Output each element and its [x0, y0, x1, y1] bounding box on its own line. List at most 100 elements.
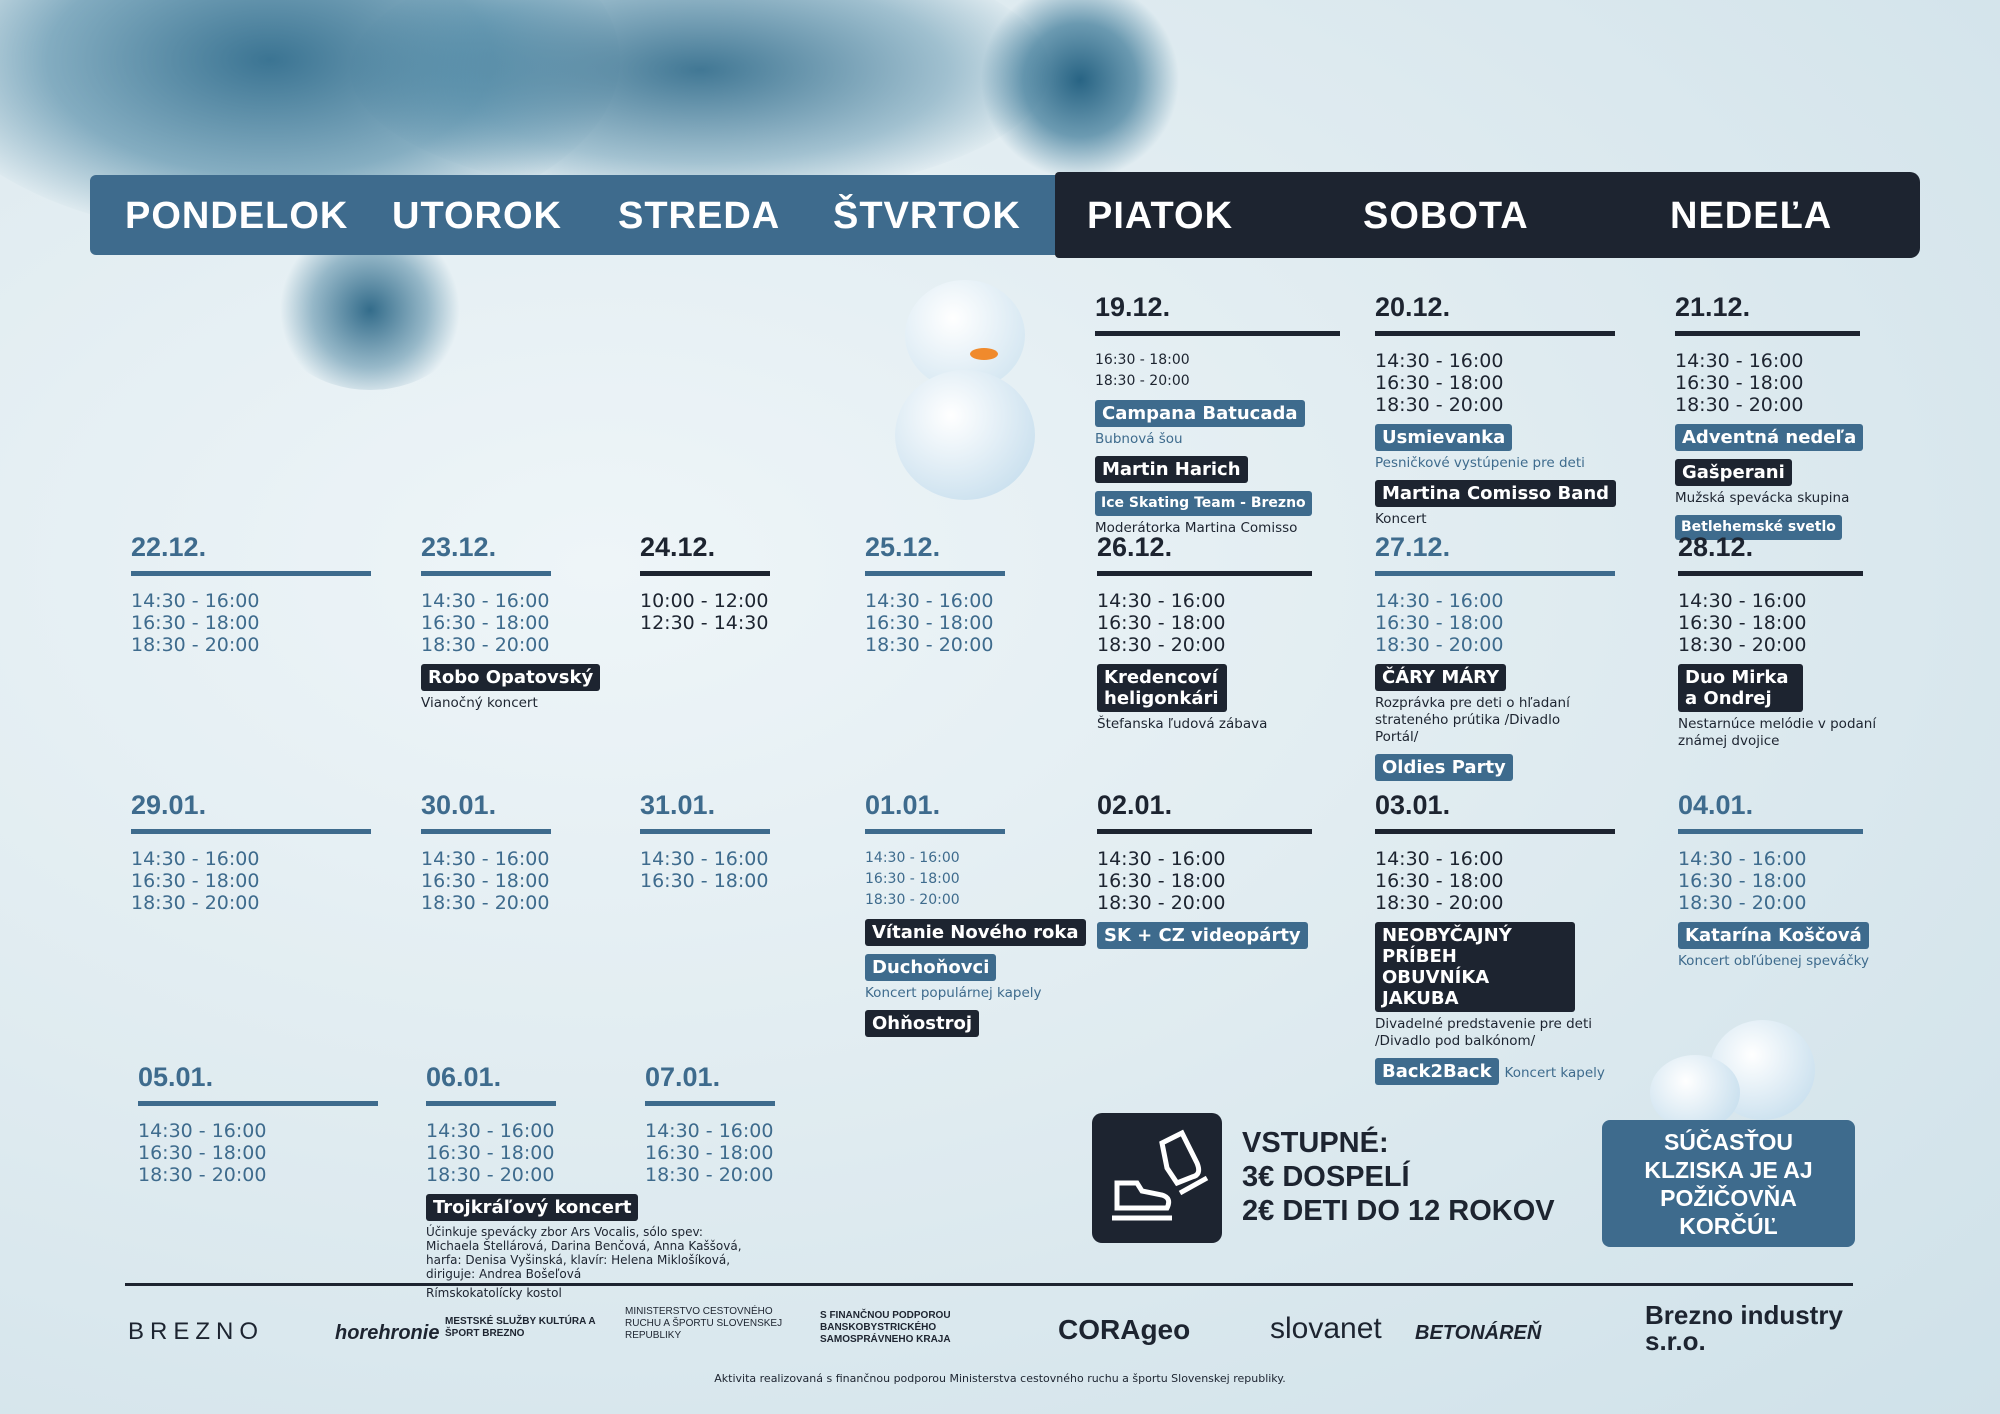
event: NEOBYČAJNÝ PRÍBEH OBUVNÍKA JAKUBA — [1375, 914, 1615, 1012]
time-slot: 18:30 - 20:00 — [1097, 634, 1226, 656]
card-date: 27.12. — [1375, 532, 1451, 562]
time-slots: 14:30 - 16:00 16:30 - 18:00 18:30 - 20:00 — [1375, 350, 1616, 416]
time-slot: 16:30 - 18:00 — [645, 1142, 774, 1164]
day-card: 28.12. 14:30 - 16:00 16:30 - 18:00 18:30 -… — [1678, 532, 1908, 750]
day-card: 21.12. 14:30 - 16:00 16:30 - 18:00 18:30 -… — [1675, 292, 1864, 540]
time-slot: 18:30 - 20:00 — [1375, 892, 1504, 914]
time-slot: 18:30 - 20:00 — [421, 892, 550, 914]
date-underline — [1678, 571, 1863, 576]
time-slot: 16:30 - 18:00 — [865, 612, 994, 634]
time-slots: 14:30 - 16:00 16:30 - 18:00 18:30 - 20:00 — [1675, 350, 1863, 416]
card-date: 03.01. — [1375, 790, 1451, 820]
event: Usmievanka — [1375, 416, 1616, 451]
day-card: 06.01. 14:30 - 16:00 16:30 - 18:00 18:30 -… — [426, 1062, 756, 1302]
date-underline — [865, 571, 1005, 576]
event: Oldies Party — [1375, 746, 1615, 781]
time-slot: 14:30 - 16:00 — [426, 1120, 555, 1142]
event-description: Rozprávka pre deti o hľadaní strateného … — [1375, 695, 1570, 745]
event-description: Koncert populárnej kapely — [865, 985, 1042, 1001]
event-title: Vítanie Nového roka — [865, 919, 1086, 946]
time-slot: 14:30 - 16:00 — [865, 590, 994, 612]
event-title: Kredencoví heligonkári — [1097, 664, 1227, 712]
time-slots: 14:30 - 16:00 16:30 - 18:00 18:30 - 20:00 — [421, 848, 551, 914]
time-slot: 16:30 - 18:00 — [1095, 352, 1190, 368]
event-description: Divadelné predstavenie pre deti /Divadlo… — [1375, 1016, 1593, 1049]
day-friday: PIATOK — [1087, 195, 1234, 237]
card-date: 31.01. — [640, 790, 716, 820]
event-title: Oldies Party — [1375, 754, 1513, 781]
day-card: 26.12. 14:30 - 16:00 16:30 - 18:00 18:30 -… — [1097, 532, 1312, 733]
day-card: 07.01. 14:30 - 16:00 16:30 - 18:00 18:30 -… — [645, 1062, 775, 1186]
event-title: Duo Mirka a Ondrej — [1678, 664, 1803, 712]
date-underline — [640, 829, 770, 834]
event-title: Back2Back — [1375, 1058, 1499, 1085]
time-slots: 14:30 - 16:00 16:30 - 18:00 18:30 - 20:00 — [1097, 848, 1312, 914]
time-slot: 14:30 - 16:00 — [421, 848, 550, 870]
day-card: 19.12. 16:30 - 18:00 18:30 - 20:00 Campana… — [1095, 292, 1340, 537]
sleeping-snowman-illustration — [1650, 1020, 1820, 1130]
card-date: 23.12. — [421, 532, 497, 562]
event: Ohňostroj — [865, 1002, 1086, 1037]
time-slot: 14:30 - 16:00 — [1097, 590, 1226, 612]
date-underline — [1375, 331, 1615, 336]
day-card: 24.12. 10:00 - 12:00 12:30 - 14:30 — [640, 532, 770, 634]
time-slot: 14:30 - 16:00 — [865, 850, 960, 866]
day-card: 01.01. 14:30 - 16:00 16:30 - 18:00 18:30 -… — [865, 790, 1086, 1037]
event: Duchoňovci — [865, 946, 1086, 981]
time-slot: 18:30 - 20:00 — [1678, 892, 1807, 914]
day-saturday: SOBOTA — [1363, 195, 1529, 237]
event-title: Usmievanka — [1375, 424, 1513, 451]
event-title: Duchoňovci — [865, 954, 997, 981]
event-description: Mužská spevácka skupina — [1675, 490, 1850, 506]
time-slot: 16:30 - 18:00 — [421, 612, 550, 634]
event: ČÁRY MÁRY — [1375, 656, 1615, 691]
event-description: Vianočný koncert — [421, 695, 538, 711]
event: Trojkráľový koncert — [426, 1186, 756, 1221]
event-description: Koncert obľúbenej speváčky — [1678, 953, 1870, 969]
entry-icon-box — [1092, 1113, 1222, 1243]
logo-horehronie: horehronie — [335, 1322, 440, 1344]
entry-kids-price: 2€ DETI DO 12 ROKOV — [1242, 1195, 1555, 1227]
event-description: Koncert kapely — [1504, 1065, 1605, 1081]
time-slot: 18:30 - 20:00 — [1675, 394, 1804, 416]
day-card: 27.12. 14:30 - 16:00 16:30 - 18:00 18:30 -… — [1375, 532, 1615, 781]
time-slot: 16:30 - 18:00 — [1097, 612, 1226, 634]
time-slot: 18:30 - 20:00 — [421, 634, 550, 656]
card-date: 24.12. — [640, 532, 716, 562]
event-title: Gašperani — [1675, 459, 1792, 486]
time-slots: 14:30 - 16:00 16:30 - 18:00 — [640, 848, 770, 892]
event: Martin Harich — [1095, 448, 1340, 483]
time-slot: 14:30 - 16:00 — [1375, 848, 1504, 870]
day-card: 23.12. 14:30 - 16:00 16:30 - 18:00 18:30 -… — [421, 532, 601, 712]
day-card: 31.01. 14:30 - 16:00 16:30 - 18:00 — [640, 790, 770, 892]
weekday-header-weekend — [1055, 172, 1920, 258]
time-slot: 16:30 - 18:00 — [1678, 870, 1807, 892]
card-date: 25.12. — [865, 532, 941, 562]
event: Duo Mirka a Ondrej — [1678, 656, 1908, 712]
event: Back2Back Koncert kapely — [1375, 1050, 1615, 1085]
event: Gašperani — [1675, 451, 1863, 486]
time-slot: 14:30 - 16:00 — [1678, 848, 1807, 870]
event-description: Pesničkové vystúpenie pre deti — [1375, 455, 1585, 471]
snowflake-decoration — [350, 0, 1050, 200]
time-slot: 14:30 - 16:00 — [1097, 848, 1226, 870]
time-slots: 14:30 - 16:00 16:30 - 18:00 18:30 - 20:00 — [131, 590, 371, 656]
event-title: SK + CZ videopárty — [1097, 922, 1308, 949]
rental-line: SÚČASŤOU — [1663, 1129, 1794, 1155]
date-underline — [1095, 331, 1340, 336]
rental-line: POŽIČOVŇA — [1660, 1185, 1797, 1211]
snowflake-decoration — [980, 0, 1180, 180]
date-underline — [138, 1101, 378, 1106]
time-slot: 18:30 - 20:00 — [645, 1164, 774, 1186]
time-slots: 14:30 - 16:00 16:30 - 18:00 18:30 - 20:00 — [1678, 590, 1908, 656]
time-slot: 18:30 - 20:00 — [426, 1164, 555, 1186]
event-title: Betlehemské svetlo — [1675, 515, 1842, 540]
date-underline — [421, 571, 551, 576]
logo-brezno: BREZNO — [128, 1318, 265, 1345]
entry-title: VSTUPNÉ: — [1242, 1127, 1389, 1159]
time-slots: 14:30 - 16:00 16:30 - 18:00 18:30 - 20:00 — [1375, 848, 1615, 914]
logo-slovanet: slovanet — [1270, 1312, 1382, 1345]
event-title: Adventná nedeľa — [1675, 424, 1864, 451]
event-title: ČÁRY MÁRY — [1375, 664, 1507, 691]
day-card: 02.01. 14:30 - 16:00 16:30 - 18:00 18:30 -… — [1097, 790, 1312, 949]
